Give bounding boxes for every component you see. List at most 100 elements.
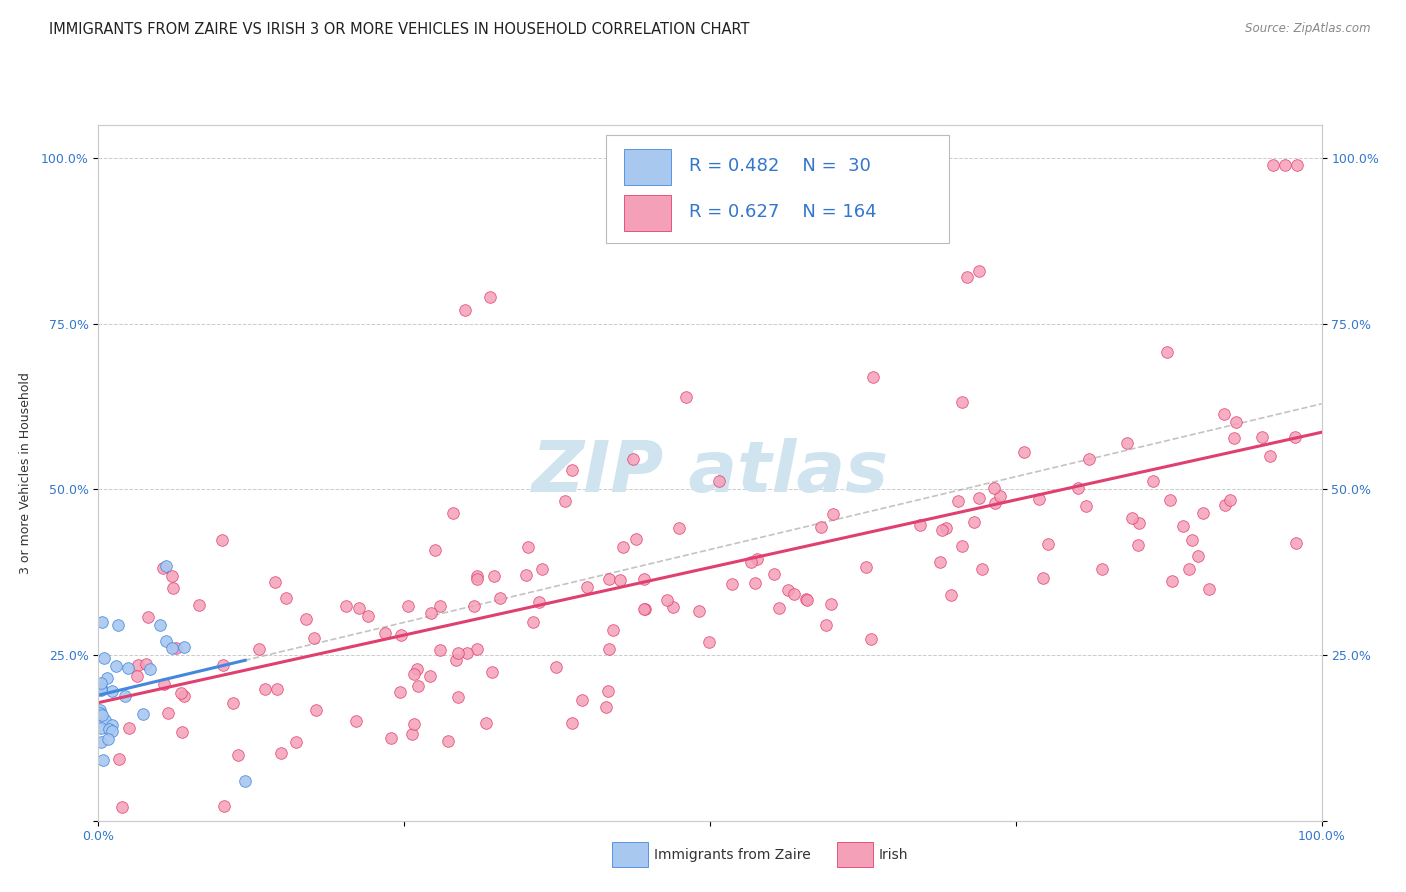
Point	[598, 572, 620, 586]
Point	[952, 394, 974, 409]
Point	[1250, 429, 1272, 443]
Point	[855, 560, 877, 574]
Point	[107, 751, 129, 765]
Point	[478, 290, 501, 304]
Point	[467, 572, 489, 586]
Point	[1128, 516, 1150, 530]
Point	[162, 581, 184, 595]
Point	[419, 669, 441, 683]
Point	[1198, 582, 1220, 597]
Point	[263, 575, 285, 590]
Point	[621, 452, 644, 467]
Point	[1159, 492, 1181, 507]
Point	[90, 721, 112, 735]
Point	[117, 661, 139, 675]
Point	[139, 662, 162, 676]
Bar	[624, 149, 671, 186]
Point	[423, 543, 446, 558]
Point	[956, 270, 979, 285]
Point	[136, 610, 159, 624]
Point	[688, 604, 710, 618]
Point	[441, 506, 464, 520]
Point	[967, 491, 990, 506]
Point	[950, 539, 973, 553]
Point	[211, 533, 233, 547]
Point	[990, 489, 1012, 503]
Point	[98, 722, 121, 736]
Point	[402, 667, 425, 681]
Point	[97, 731, 120, 746]
Point	[152, 561, 174, 575]
Point	[1116, 435, 1139, 450]
Point	[484, 568, 506, 582]
Point	[456, 646, 478, 660]
Point	[516, 541, 538, 555]
Point	[335, 599, 357, 613]
Point	[634, 601, 657, 615]
Point	[776, 583, 799, 598]
Point	[1215, 498, 1237, 512]
Point	[544, 659, 567, 673]
Point	[463, 599, 485, 614]
Point	[160, 569, 183, 583]
Point	[697, 635, 720, 649]
Point	[1178, 562, 1201, 576]
Point	[946, 493, 969, 508]
Point	[155, 558, 177, 573]
Text: R = 0.482    N =  30: R = 0.482 N = 30	[689, 157, 872, 175]
Point	[1012, 445, 1035, 459]
Point	[284, 735, 307, 749]
Point	[127, 658, 149, 673]
Point	[931, 524, 953, 538]
Bar	[624, 195, 671, 231]
Point	[522, 615, 544, 629]
Point	[135, 657, 157, 671]
Point	[160, 640, 183, 655]
Point	[396, 599, 419, 613]
Point	[763, 567, 786, 582]
Point	[814, 618, 837, 632]
Point	[125, 669, 148, 683]
Point	[247, 642, 270, 657]
Point	[1067, 481, 1090, 495]
Point	[1284, 536, 1306, 550]
Text: IMMIGRANTS FROM ZAIRE VS IRISH 3 OR MORE VEHICLES IN HOUSEHOLD CORRELATION CHART: IMMIGRANTS FROM ZAIRE VS IRISH 3 OR MORE…	[49, 22, 749, 37]
Point	[662, 600, 685, 615]
Point	[465, 569, 488, 583]
Point	[1223, 431, 1246, 445]
Point	[90, 683, 112, 698]
Point	[598, 641, 620, 656]
Point	[668, 521, 690, 535]
Point	[91, 708, 114, 723]
Point	[90, 681, 112, 695]
Point	[305, 703, 328, 717]
Point	[633, 572, 655, 586]
Point	[1028, 492, 1050, 507]
Point	[783, 587, 806, 601]
Point	[156, 706, 179, 720]
Point	[527, 595, 550, 609]
Point	[465, 642, 488, 657]
Point	[1121, 510, 1143, 524]
Point	[118, 721, 141, 735]
Point	[1191, 506, 1213, 520]
Point	[111, 800, 134, 814]
Point	[89, 703, 111, 717]
Point	[612, 540, 634, 554]
Point	[972, 562, 994, 576]
Point	[401, 727, 423, 741]
Point	[228, 747, 250, 762]
Point	[1078, 452, 1101, 467]
Point	[571, 693, 593, 707]
Point	[274, 591, 297, 605]
Point	[90, 675, 112, 690]
Point	[1219, 493, 1241, 508]
Point	[576, 580, 599, 594]
Point	[389, 628, 412, 642]
Point	[89, 706, 111, 720]
Point	[1187, 549, 1209, 563]
Point	[444, 653, 467, 667]
Text: Immigrants from Zaire: Immigrants from Zaire	[654, 847, 810, 862]
Point	[1181, 533, 1204, 548]
Point	[1142, 475, 1164, 489]
